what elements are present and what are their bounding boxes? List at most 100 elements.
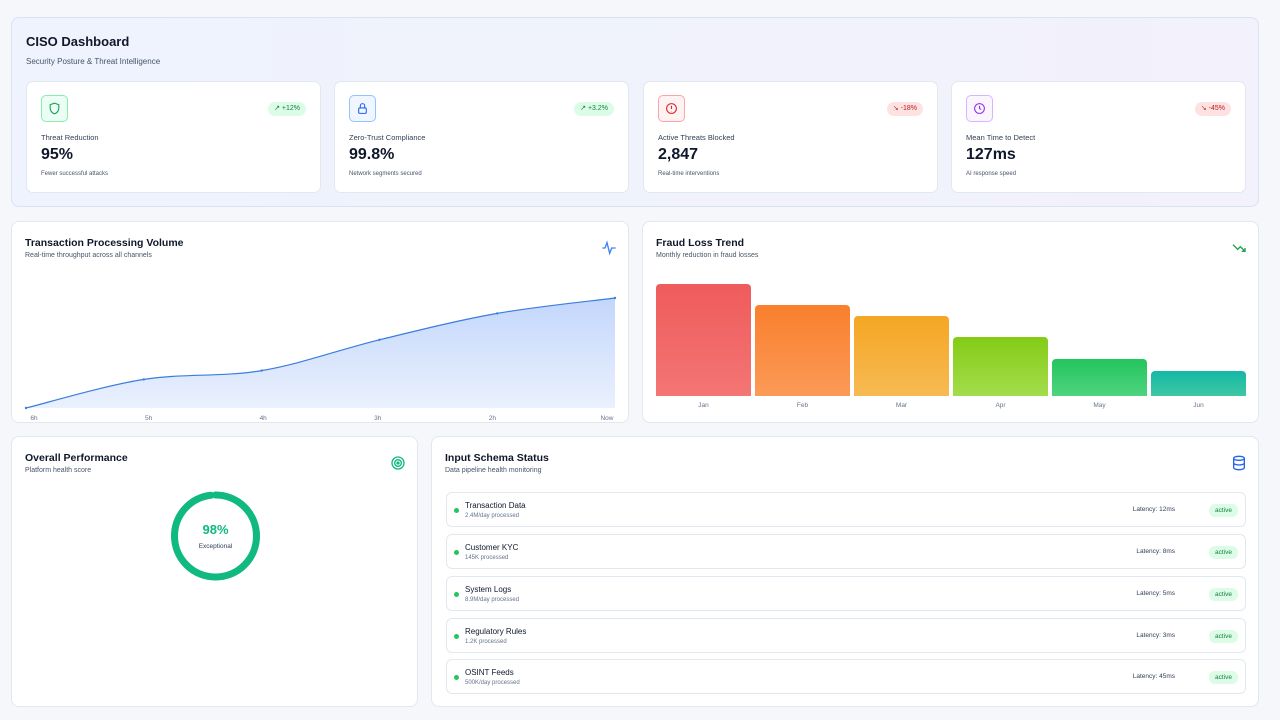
performance-gauge — [171, 491, 260, 581]
input-schema-card: Input Schema Status Data pipeline health… — [431, 436, 1259, 707]
status-dot — [454, 508, 459, 513]
card-title: Transaction Processing Volume — [25, 237, 184, 249]
kpi-card-threat-reduction[interactable]: ↗ +12% Threat Reduction 95% Fewer succes… — [26, 81, 321, 193]
status-dot — [454, 634, 459, 639]
trend-badge: ↘ -18% — [886, 102, 923, 116]
x-tick-label: Now — [600, 415, 614, 422]
series-line — [25, 297, 616, 409]
data-point[interactable] — [496, 312, 499, 315]
schema-throughput: 1.2K processed — [465, 639, 507, 645]
card-subtitle: Real-time throughput across all channels — [25, 252, 152, 259]
kpi-card-active-threats[interactable]: ↘ -18% Active Threats Blocked 2,847 Real… — [643, 81, 938, 193]
schema-throughput: 145K processed — [465, 555, 509, 561]
data-point[interactable] — [260, 369, 263, 372]
kpi-note: Network segments secured — [349, 171, 422, 177]
status-badge: active — [1209, 504, 1238, 517]
kpi-note: Fewer successful attacks — [41, 171, 109, 177]
x-tick-label: Feb — [796, 402, 809, 409]
x-tick-label: Mar — [895, 402, 908, 409]
x-tick-label: 4h — [259, 415, 267, 422]
x-tick-label: 5h — [144, 415, 153, 422]
transaction-area-chart — [24, 296, 617, 410]
kpi-value: 99.8% — [349, 146, 395, 163]
kpi-note: Real-time interventions — [658, 171, 720, 177]
card-title: Overall Performance — [25, 452, 128, 464]
card-title: Fraud Loss Trend — [656, 237, 745, 249]
bar-jun[interactable] — [1151, 371, 1246, 396]
page-title: CISO Dashboard — [26, 34, 130, 49]
database-icon — [1233, 455, 1245, 471]
bar-feb[interactable] — [755, 305, 850, 396]
trend-badge: ↗ +12% — [268, 102, 306, 116]
security-overview-panel: CISO Dashboard Security Posture & Threat… — [11, 17, 1259, 207]
schema-latency: Latency: 3ms — [1136, 632, 1175, 639]
card-subtitle: Monthly reduction in fraud losses — [656, 252, 759, 259]
trend-badge: ↗ +3.2% — [574, 102, 614, 116]
schema-throughput: 8.9M/day processed — [465, 597, 520, 603]
clock-icon — [966, 95, 993, 122]
schema-latency: Latency: 12ms — [1132, 506, 1175, 513]
data-point[interactable] — [613, 296, 617, 300]
bar-apr[interactable] — [953, 336, 1048, 396]
x-tick-label: May — [1093, 402, 1106, 409]
schema-row-transaction-data[interactable]: Transaction Data 2.4M/day processed Late… — [446, 492, 1246, 527]
shield-icon — [41, 95, 68, 122]
bar-may[interactable] — [1052, 359, 1147, 396]
trend-badge: ↘ -45% — [1194, 102, 1231, 116]
schema-latency: Latency: 8ms — [1136, 548, 1175, 555]
kpi-value: 127ms — [966, 146, 1016, 163]
page-subtitle: Security Posture & Threat Intelligence — [26, 57, 161, 66]
x-tick-label: Apr — [995, 402, 1006, 409]
bar-jan[interactable] — [656, 284, 751, 396]
trending-down-icon — [1232, 244, 1246, 252]
schema-row-osint-feeds[interactable]: OSINT Feeds 500K/day processed Latency: … — [446, 659, 1246, 694]
schema-throughput: 2.4M/day processed — [465, 513, 520, 519]
card-subtitle: Data pipeline health monitoring — [445, 467, 542, 474]
bar-mar[interactable] — [854, 316, 949, 396]
card-title: Input Schema Status — [445, 452, 549, 464]
kpi-label: Threat Reduction — [41, 133, 99, 142]
status-dot — [454, 675, 459, 680]
x-tick-label: Jun — [1193, 402, 1204, 409]
lock-icon — [349, 95, 376, 122]
schema-name: System Logs — [465, 585, 512, 594]
status-dot — [454, 592, 459, 597]
activity-icon — [602, 240, 616, 256]
status-badge: active — [1209, 630, 1238, 643]
status-badge: active — [1209, 546, 1238, 559]
kpi-label: Mean Time to Detect — [966, 133, 1036, 142]
schema-name: Regulatory Rules — [465, 627, 527, 636]
x-tick-label: 2h — [488, 415, 497, 422]
kpi-card-mean-time-detect[interactable]: ↘ -45% Mean Time to Detect 127ms AI resp… — [951, 81, 1246, 193]
transaction-volume-card: Transaction Processing Volume Real-time … — [11, 221, 629, 423]
kpi-value: 95% — [41, 146, 74, 163]
schema-row-customer-kyc[interactable]: Customer KYC 145K processed Latency: 8ms… — [446, 534, 1246, 569]
area-fill — [26, 298, 615, 408]
fraud-loss-card: Fraud Loss Trend Monthly reduction in fr… — [642, 221, 1259, 423]
performance-score: 98% — [202, 522, 229, 537]
data-point[interactable] — [24, 406, 28, 410]
kpi-card-zero-trust[interactable]: ↗ +3.2% Zero-Trust Compliance 99.8% Netw… — [334, 81, 629, 193]
card-subtitle: Platform health score — [25, 467, 92, 474]
schema-name: OSINT Feeds — [465, 668, 514, 677]
data-point[interactable] — [142, 378, 145, 381]
status-dot — [454, 550, 459, 555]
status-badge: active — [1209, 588, 1238, 601]
schema-latency: Latency: 5ms — [1136, 590, 1175, 597]
gauge-arc — [171, 491, 260, 581]
x-tick-label: 3h — [374, 415, 382, 422]
kpi-label: Zero-Trust Compliance — [349, 133, 426, 142]
schema-row-system-logs[interactable]: System Logs 8.9M/day processed Latency: … — [446, 576, 1246, 611]
schema-throughput: 500K/day processed — [465, 680, 520, 686]
schema-name: Customer KYC — [465, 543, 519, 552]
status-badge: active — [1209, 671, 1238, 684]
kpi-note: AI response speed — [966, 171, 1017, 177]
kpi-label: Active Threats Blocked — [658, 133, 735, 142]
x-tick-label: Jan — [698, 402, 709, 409]
data-point[interactable] — [378, 338, 381, 341]
schema-name: Transaction Data — [465, 501, 526, 510]
performance-rating: Exceptional — [198, 543, 233, 550]
x-tick-label: 6h — [30, 415, 38, 422]
schema-row-regulatory-rules[interactable]: Regulatory Rules 1.2K processed Latency:… — [446, 618, 1246, 653]
alert-circle-icon — [658, 95, 685, 122]
